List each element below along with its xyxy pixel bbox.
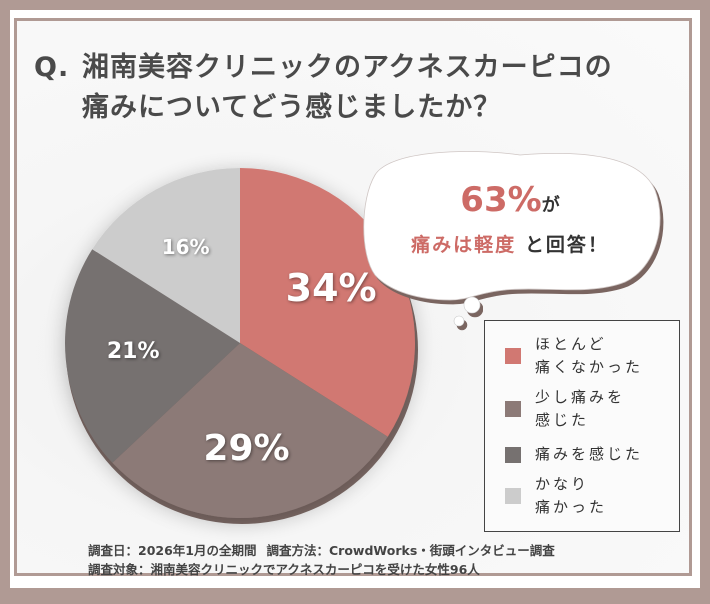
legend-item: ほとんど痛くなかった <box>505 333 643 379</box>
legend-swatch <box>505 488 521 504</box>
legend-item: かなり 痛かった <box>505 473 607 519</box>
legend-label: 痛かった <box>535 498 608 516</box>
pie-slice-label: 34% <box>285 266 377 311</box>
callout-rest: と回答！ <box>524 234 609 256</box>
legend-label: 少し痛みを <box>535 388 626 406</box>
page-title: Q. 湘南美容クリニックのアクネスカーピコの 痛みについてどう感じましたか？ <box>34 48 613 128</box>
survey-method: 調査方法：CrowdWorks・街頭インタビュー調査 <box>266 543 555 558</box>
callout-highlight: 痛みは軽度 <box>411 234 517 256</box>
pie-slice-label: 16% <box>161 234 210 259</box>
legend: ほとんど痛くなかった 少し痛みを感じた 痛みを感じた かなり痛かった <box>484 320 680 532</box>
callout-suffix: が <box>541 195 560 216</box>
pie-slice-label: 21% <box>106 338 160 364</box>
callout: 63%が 痛みは軽度 と回答！ <box>370 180 650 257</box>
survey-notes: 調査日：2026年1月の全期間 調査方法：CrowdWorks・街頭インタビュー調… <box>88 541 555 579</box>
legend-label: 痛くなかった <box>535 358 644 376</box>
title-line2: 痛みについてどう感じましたか？ <box>82 92 502 123</box>
legend-swatch <box>505 446 521 463</box>
survey-date: 調査日：2026年1月の全期間 <box>88 543 257 558</box>
title-line1: 湘南美容クリニックのアクネスカーピコの <box>82 52 613 83</box>
legend-swatch <box>505 348 521 364</box>
bubble-dots <box>453 296 481 327</box>
legend-item: 痛みを感じた <box>505 443 643 466</box>
legend-swatch <box>505 401 521 417</box>
legend-label: ほとんど <box>535 335 607 353</box>
callout-percent: 63% <box>460 180 542 220</box>
survey-target: 調査対象：湘南美容クリニックでアクネスカーピコを受けた女性96人 <box>88 562 480 577</box>
legend-label: 痛みを感じた <box>535 445 644 463</box>
legend-item: 少し痛みを 感じた <box>505 386 625 432</box>
pie-slice <box>65 249 241 463</box>
legend-label: かなり <box>535 475 590 493</box>
pie-slice <box>92 168 240 343</box>
speech-bubble <box>363 151 661 301</box>
pie-slice-label: 29% <box>203 427 290 469</box>
legend-label: 感じた <box>535 411 590 429</box>
pie-slice <box>112 343 388 518</box>
question-prefix: Q. <box>34 52 70 83</box>
